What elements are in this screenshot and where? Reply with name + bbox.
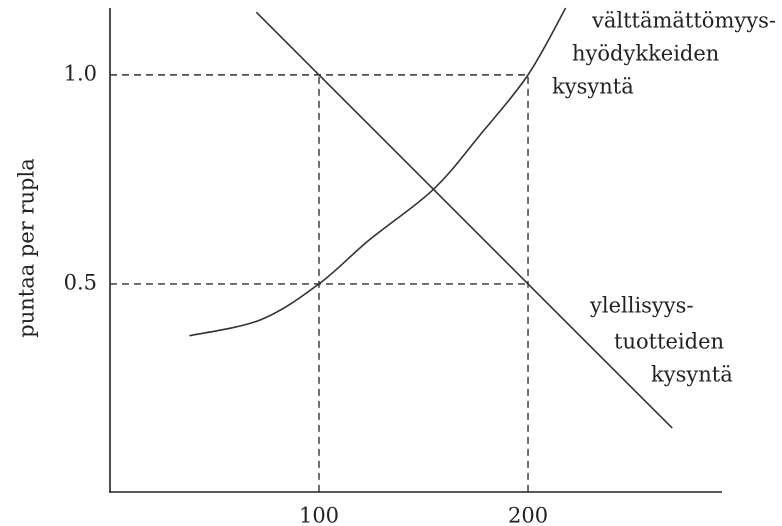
- y-axis-label: puntaa per rupla: [15, 158, 39, 337]
- line: [189, 7, 567, 337]
- x-tick-label: 100: [299, 504, 339, 526]
- series-label: kysyntä: [651, 363, 733, 387]
- x-tick-label: 200: [508, 504, 548, 526]
- y-tick-label: 0.5: [64, 270, 97, 294]
- series-label: tuotteiden: [614, 330, 724, 354]
- series-label: kysyntä: [552, 75, 634, 99]
- series-label: hyödykkeiden: [572, 42, 719, 66]
- series-label: välttämättömyys-: [591, 9, 776, 33]
- y-tick-label: 1.0: [64, 61, 97, 85]
- line: [255, 11, 673, 429]
- series-label: ylellisyys-: [589, 294, 694, 318]
